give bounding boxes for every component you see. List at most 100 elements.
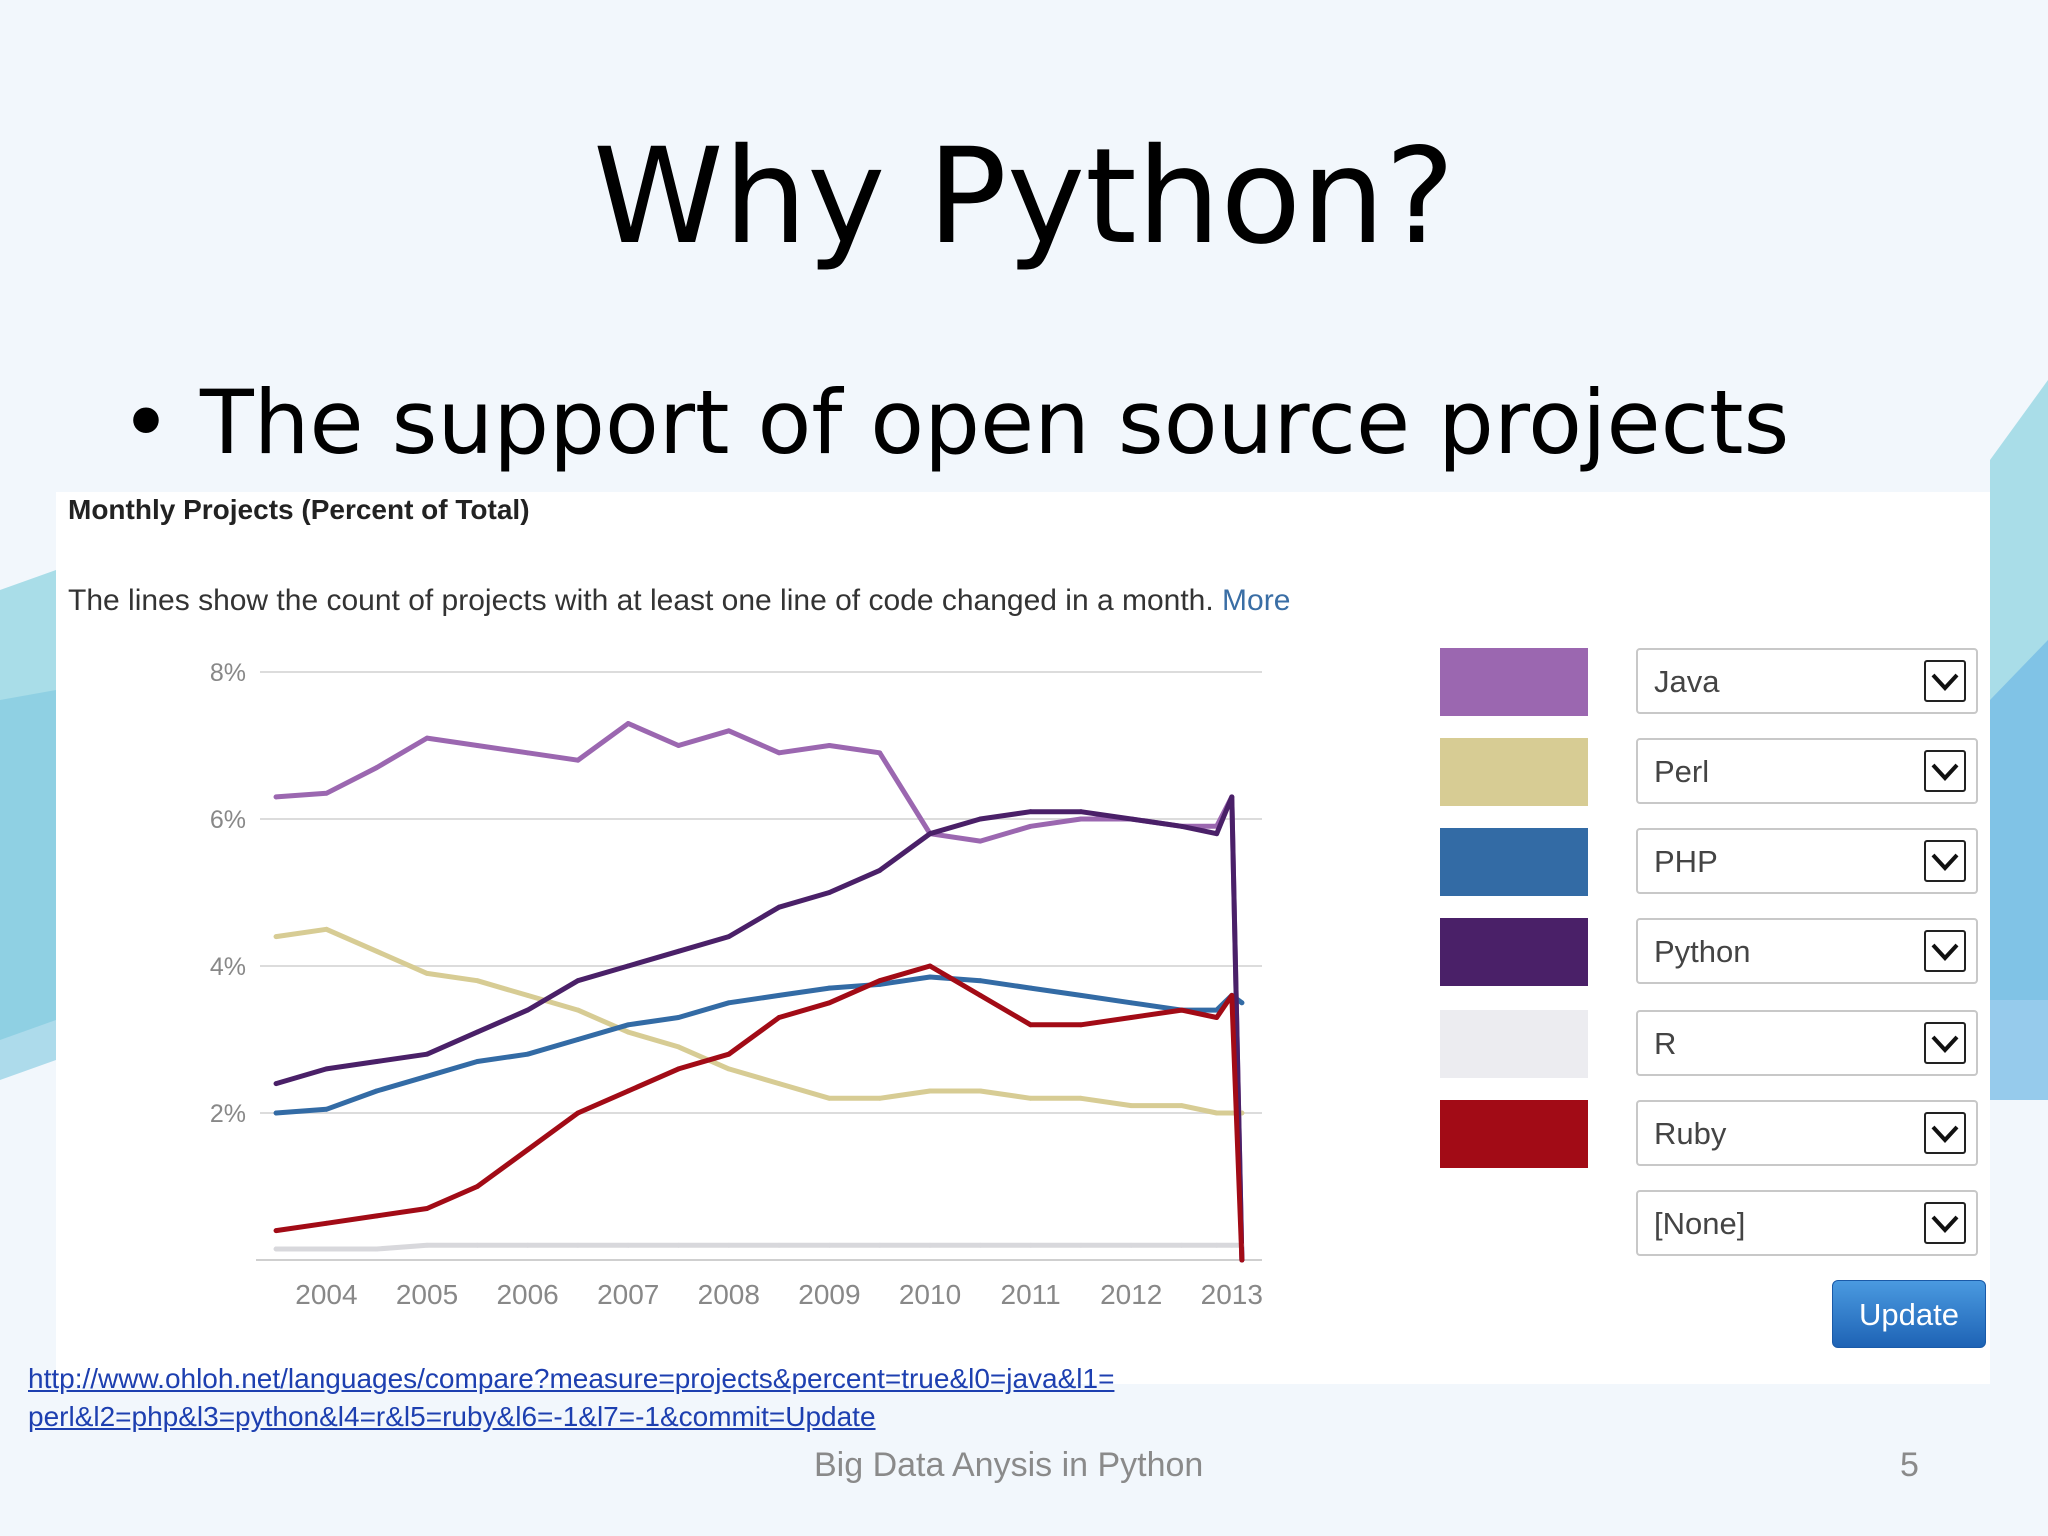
data-point-perl [525, 993, 531, 998]
series-line-java [273, 721, 1245, 1263]
data-point-perl [877, 1095, 883, 1101]
data-point-php [424, 1073, 430, 1079]
data-point-php [776, 993, 782, 998]
data-point-python [676, 948, 681, 954]
data-point-r [726, 1242, 732, 1248]
data-point-java [1078, 816, 1084, 822]
language-select-2[interactable]: Perl [1636, 738, 1978, 804]
language-select-7[interactable]: [None] [1636, 1190, 1978, 1256]
x-tick-label: 2004 [295, 1279, 357, 1310]
data-point-python [424, 1051, 430, 1057]
data-point-r [424, 1242, 430, 1248]
source-link-line-1[interactable]: http://www.ohloh.net/languages/compare?m… [28, 1363, 1115, 1394]
data-point-java [525, 750, 531, 756]
data-point-perl [1028, 1095, 1034, 1101]
data-point-ruby [1214, 1015, 1220, 1020]
more-link[interactable]: More [1222, 584, 1291, 617]
y-tick-label: 6% [210, 806, 246, 834]
data-point-ruby [977, 993, 983, 998]
language-select-value: [None] [1654, 1206, 1746, 1241]
data-point-python [827, 890, 832, 895]
data-point-python [776, 904, 782, 910]
x-tick-label: 2008 [698, 1279, 760, 1310]
data-point-python [977, 816, 983, 822]
chevron-down-icon[interactable] [1924, 660, 1966, 702]
data-point-perl [977, 1088, 983, 1094]
bullet-text: The support of open source projects [200, 371, 1790, 474]
data-point-perl [827, 1095, 832, 1101]
legend-swatch-python [1440, 918, 1588, 986]
data-point-perl [273, 934, 279, 939]
series-line-python [273, 794, 1245, 1263]
data-point-r [273, 1246, 279, 1252]
data-point-java [625, 721, 631, 726]
data-point-php [324, 1106, 329, 1112]
data-point-perl [575, 1007, 581, 1013]
x-tick-label: 2012 [1100, 1279, 1162, 1310]
data-point-python [927, 831, 933, 837]
data-point-ruby [1078, 1022, 1084, 1028]
data-point-python [877, 868, 883, 873]
language-select-5[interactable]: R [1636, 1010, 1978, 1076]
y-tick-label: 8% [210, 659, 246, 687]
data-point-ruby [726, 1051, 732, 1057]
legend-swatch-perl [1440, 738, 1588, 806]
data-point-r [625, 1242, 631, 1248]
data-point-ruby [776, 1015, 782, 1020]
data-point-perl [1128, 1103, 1134, 1109]
data-point-r [575, 1242, 581, 1248]
data-point-r [525, 1242, 531, 1248]
series-line-php [273, 974, 1245, 1116]
data-point-ruby [877, 978, 883, 984]
y-tick-label: 2% [210, 1100, 246, 1128]
data-point-perl [726, 1066, 732, 1072]
data-point-java [676, 743, 681, 748]
language-select-4[interactable]: Python [1636, 918, 1978, 984]
data-point-php [1028, 985, 1034, 991]
data-point-r [827, 1242, 832, 1248]
data-point-ruby [575, 1110, 581, 1116]
data-point-java [374, 765, 380, 770]
legend-swatch-ruby [1440, 1100, 1588, 1168]
chevron-down-icon[interactable] [1924, 1112, 1966, 1154]
source-link[interactable]: http://www.ohloh.net/languages/compare?m… [28, 1360, 1114, 1436]
data-point-ruby [324, 1220, 329, 1226]
data-point-php [625, 1022, 631, 1028]
source-link-line-2[interactable]: perl&l2=php&l3=python&l4=r&l5=ruby&l6=-1… [28, 1401, 876, 1432]
data-point-ruby [1128, 1015, 1134, 1020]
language-select-1[interactable]: Java [1636, 648, 1978, 714]
data-point-java [827, 743, 832, 748]
x-tick-label: 2006 [496, 1279, 558, 1310]
chevron-down-icon[interactable] [1924, 840, 1966, 882]
chevron-down-icon[interactable] [1924, 1022, 1966, 1064]
data-point-php [1128, 1000, 1134, 1006]
data-point-java [1028, 823, 1034, 829]
data-point-ruby [827, 1000, 832, 1006]
legend-swatch-php [1440, 828, 1588, 896]
language-select-6[interactable]: Ruby [1636, 1100, 1978, 1166]
x-tick-label: 2010 [899, 1279, 961, 1310]
data-point-ruby [374, 1213, 380, 1219]
update-button[interactable]: Update [1832, 1280, 1986, 1348]
chart-description: The lines show the count of projects wit… [68, 584, 1290, 618]
data-point-r [474, 1242, 480, 1248]
data-point-python [474, 1029, 480, 1035]
chevron-down-icon[interactable] [1924, 1202, 1966, 1244]
language-select-value: PHP [1654, 844, 1718, 879]
data-point-python [273, 1081, 279, 1086]
data-point-r [374, 1246, 380, 1252]
data-point-java [575, 757, 581, 763]
data-point-ruby [525, 1147, 531, 1153]
series-line-ruby [273, 963, 1245, 1263]
chevron-down-icon[interactable] [1924, 930, 1966, 972]
data-point-java [424, 735, 430, 741]
slide-title: Why Python? [593, 120, 1455, 274]
data-point-python [374, 1059, 380, 1064]
chevron-down-icon[interactable] [1924, 750, 1966, 792]
data-point-r [977, 1242, 983, 1248]
legend-swatch-r [1440, 1010, 1588, 1078]
data-point-r [1028, 1242, 1034, 1248]
language-select-3[interactable]: PHP [1636, 828, 1978, 894]
data-point-r [1229, 1242, 1235, 1248]
